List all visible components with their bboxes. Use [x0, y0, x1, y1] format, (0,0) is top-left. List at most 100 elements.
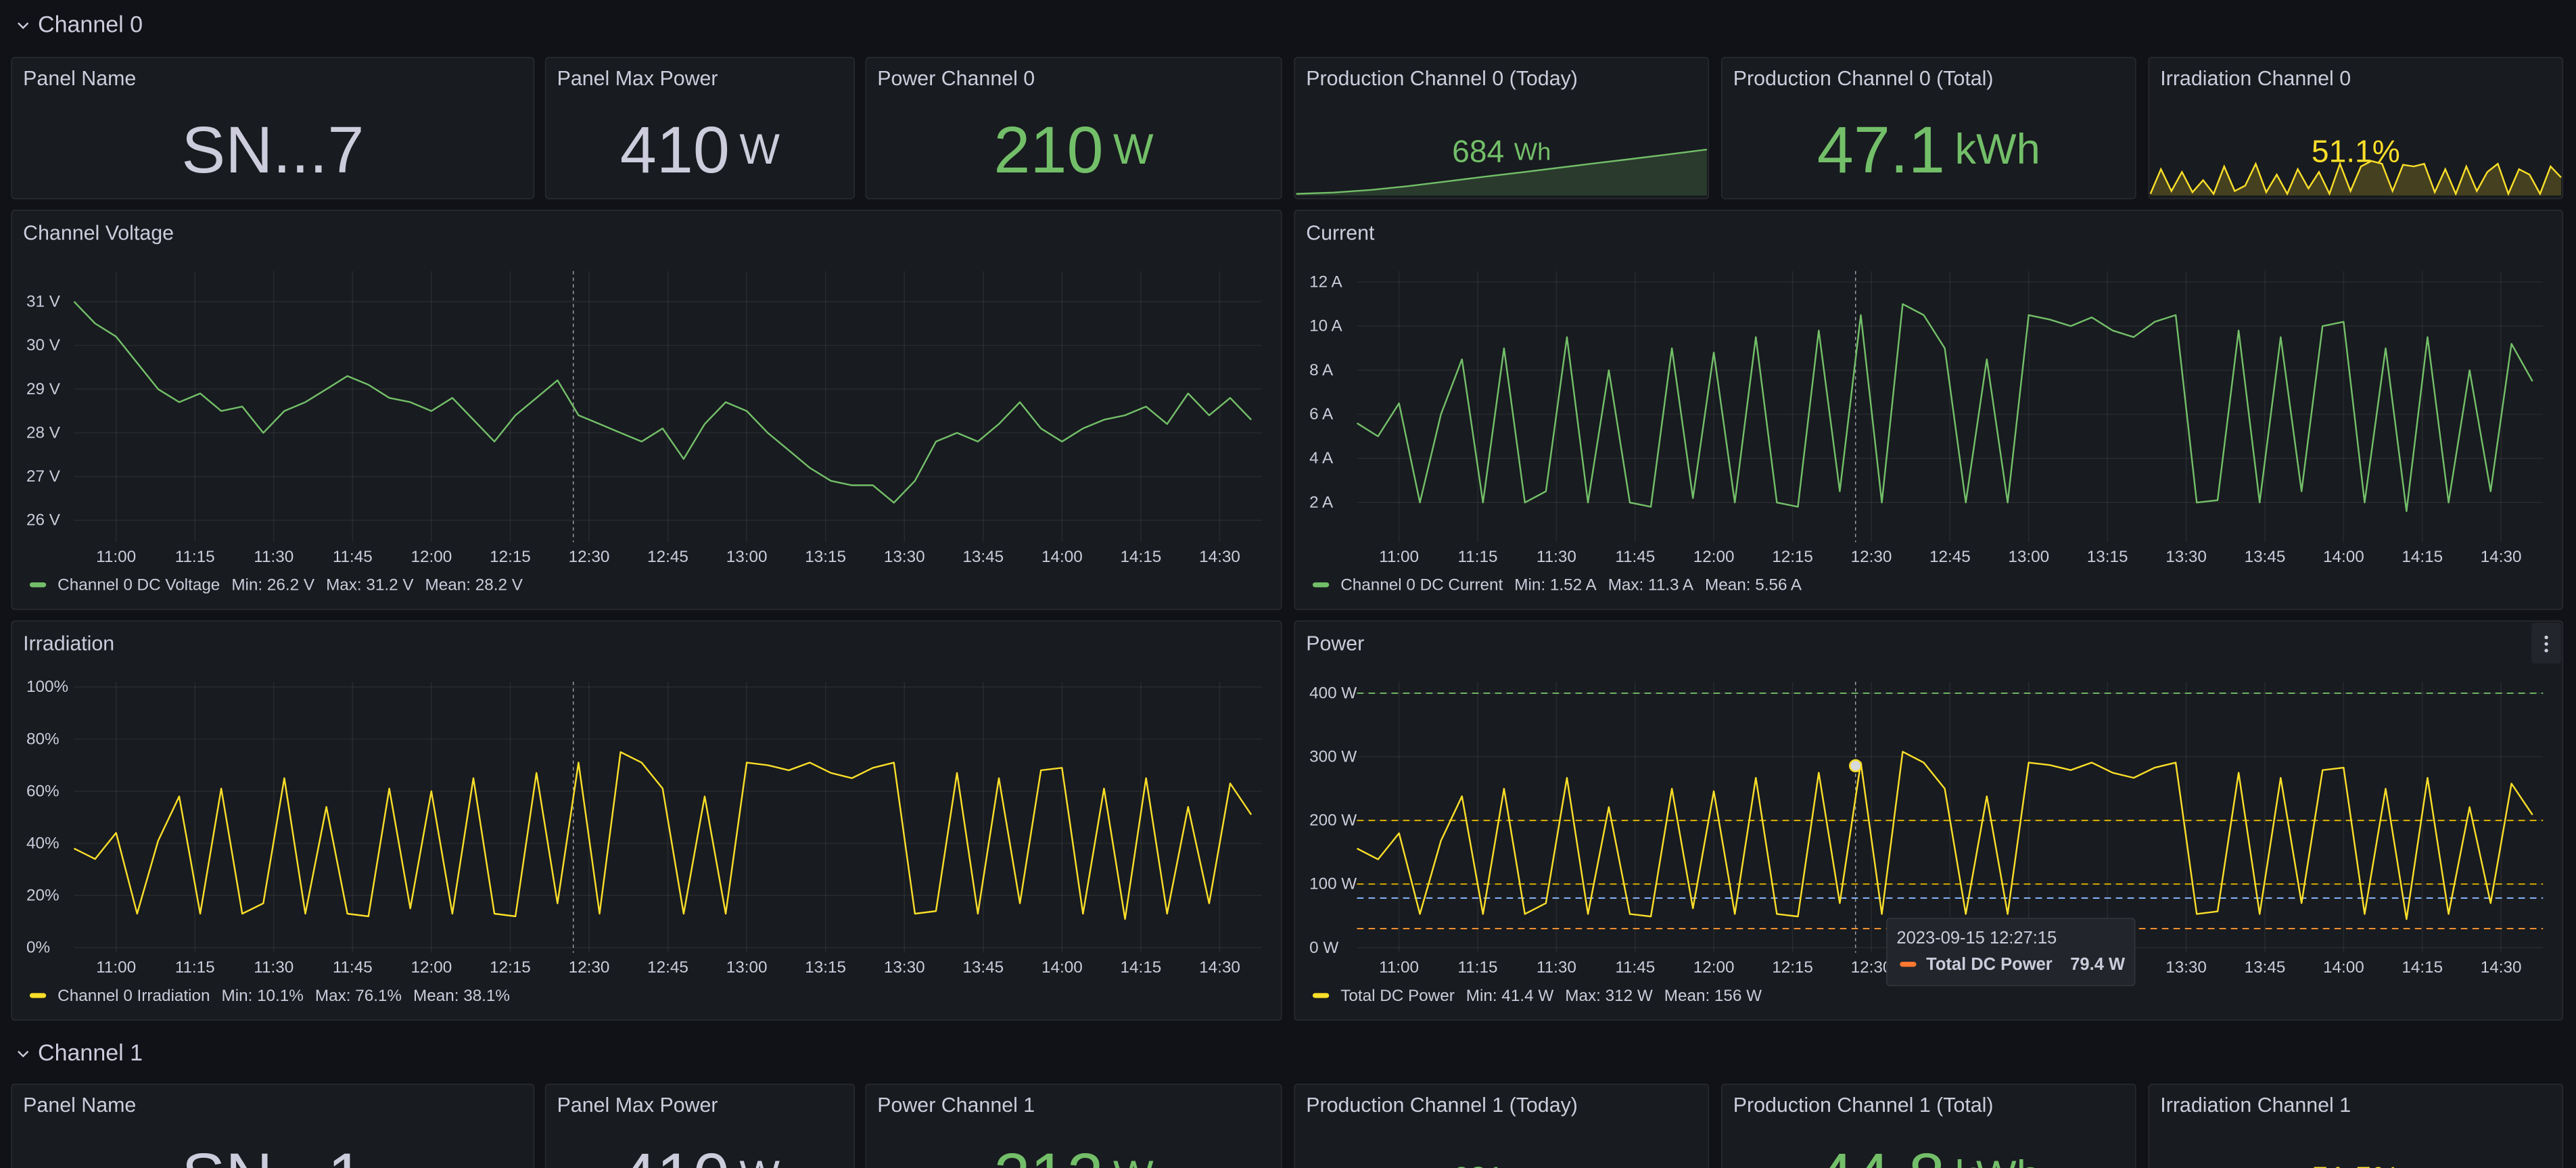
stat-title: Panel Name	[23, 1094, 136, 1117]
y-tick-label: 400 W	[1309, 684, 1357, 702]
x-tick-label: 11:45	[333, 958, 373, 977]
stat-title: Production Channel 0 (Today)	[1306, 68, 1578, 90]
stat-value: 681 Wh	[1452, 1161, 1551, 1168]
row-caret[interactable]	[18, 22, 29, 30]
legend-stat: Max: 31.2 V	[326, 576, 414, 594]
stat-value: 684 Wh	[1452, 133, 1551, 168]
x-tick-label: 12:45	[647, 958, 688, 977]
stat-number: 684	[1452, 133, 1504, 168]
x-tick-label: 13:30	[884, 958, 925, 977]
x-tick-label: 13:30	[2165, 548, 2207, 566]
stat-number: 410	[620, 1140, 730, 1168]
legend-stat: Min: 1.52 A	[1514, 576, 1597, 594]
x-tick-label: 12:00	[1693, 958, 1735, 977]
sparkline	[1296, 148, 1708, 195]
chart-title: Power	[1306, 633, 1364, 655]
y-tick-label: 100 W	[1309, 875, 1357, 893]
y-tick-label: 0 W	[1309, 939, 1338, 957]
x-tick-label: 11:00	[1379, 958, 1419, 977]
stat-panel	[1294, 1083, 1710, 1168]
x-tick-label: 11:45	[1615, 548, 1655, 566]
hover-point	[1848, 759, 1863, 772]
y-tick-label: 20%	[26, 887, 60, 905]
stat-panel	[1294, 57, 1710, 200]
x-tick-label: 11:15	[1458, 548, 1498, 566]
stat-title: Power Channel 1	[877, 1094, 1035, 1117]
legend-stat: Max: 76.1%	[315, 986, 402, 1004]
x-tick-label: 12:15	[490, 958, 531, 977]
y-tick-label: 300 W	[1309, 748, 1357, 766]
x-tick-label: 12:30	[1851, 548, 1892, 566]
x-tick-label: 14:00	[1041, 548, 1083, 566]
stat-panel	[2148, 1083, 2564, 1168]
legend-stat: Min: 26.2 V	[231, 576, 315, 594]
x-tick-label: 14:15	[1121, 548, 1162, 566]
legend-stat: Mean: 38.1%	[413, 986, 510, 1004]
stat-title: Irradiation Channel 0	[2160, 68, 2351, 90]
legend[interactable]: Channel 0 DC Voltage Min: 26.2 V Max: 31.2…	[57, 576, 523, 594]
x-tick-label: 14:00	[1041, 958, 1083, 977]
chart-panel	[11, 210, 1282, 610]
x-tick-label: 13:00	[2008, 548, 2049, 566]
stat-unit: Wh	[1514, 137, 1551, 165]
stat-number: 410	[620, 113, 730, 187]
stat-title: Power Channel 0	[877, 68, 1035, 90]
x-tick-label: 13:45	[2245, 548, 2286, 566]
row-title[interactable]: Channel 0	[38, 11, 143, 37]
legend-swatch	[1312, 582, 1330, 588]
legend-stat: Max: 312 W	[1565, 986, 1653, 1004]
legend[interactable]: Channel 0 Irradiation Min: 10.1% Max: 76.1…	[57, 986, 510, 1004]
legend[interactable]: Total DC Power Min: 41.4 W Max: 312 W Mean:…	[1340, 986, 1762, 1004]
series-line	[1356, 303, 2533, 513]
y-tick-label: 10 A	[1309, 317, 1342, 335]
sparkline	[2149, 160, 2562, 196]
x-tick-label: 12:30	[1851, 958, 1892, 977]
x-tick-label: 12:30	[569, 958, 610, 977]
legend-swatch	[1312, 993, 1330, 998]
stat-value: SN...1	[181, 1140, 364, 1168]
x-tick-label: 11:00	[96, 958, 136, 977]
stat-value: SN...7	[181, 113, 364, 187]
y-tick-label: 8 A	[1309, 361, 1334, 379]
x-tick-label: 12:15	[490, 548, 531, 566]
stat-title: Panel Max Power	[557, 68, 718, 90]
x-tick-label: 11:45	[1615, 958, 1655, 977]
x-tick-label: 13:15	[805, 958, 846, 977]
series-line	[73, 751, 1252, 920]
row-title[interactable]: Channel 1	[38, 1040, 143, 1066]
stat-unit: W	[739, 126, 780, 173]
y-tick-label: 31 V	[26, 293, 61, 311]
stat-unit: W	[1113, 126, 1154, 173]
chart-title: Current	[1306, 222, 1375, 244]
legend[interactable]: Channel 0 DC Current Min: 1.52 A Max: 11.3…	[1340, 576, 1802, 594]
stat-panel	[11, 57, 535, 200]
x-tick-label: 13:30	[884, 548, 925, 566]
x-tick-label: 11:30	[254, 548, 294, 566]
stat-number: SN...7	[181, 113, 364, 187]
row-caret[interactable]	[18, 1050, 29, 1058]
chart-panel	[1294, 210, 2564, 610]
y-tick-label: 29 V	[26, 380, 61, 398]
legend-stat: Min: 10.1%	[221, 986, 303, 1004]
chart-panel	[11, 620, 1282, 1021]
x-tick-label: 11:15	[175, 548, 215, 566]
y-tick-label: 60%	[26, 782, 60, 800]
x-tick-label: 12:30	[569, 548, 610, 566]
legend-stat: Max: 11.3 A	[1608, 576, 1694, 594]
x-tick-label: 13:00	[726, 548, 768, 566]
stat-number: 210	[993, 113, 1103, 187]
sparkline-area	[1296, 149, 1707, 196]
series-line	[73, 301, 1252, 504]
tooltip-time: 2023-09-15 12:27:15	[1896, 929, 2057, 948]
stat-panel	[544, 1083, 855, 1168]
legend-swatch	[29, 993, 47, 998]
menu-dot	[2544, 649, 2548, 653]
x-tick-label: 14:00	[2323, 958, 2364, 977]
y-tick-label: 27 V	[26, 467, 61, 486]
tooltip-value: 79.4 W	[2070, 955, 2126, 974]
x-tick-label: 11:00	[96, 548, 136, 566]
stat-number: 212	[993, 1140, 1103, 1168]
